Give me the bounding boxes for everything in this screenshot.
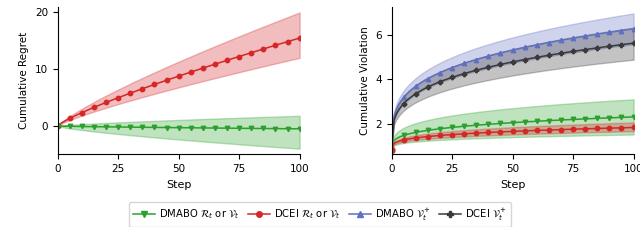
X-axis label: Step: Step — [500, 180, 525, 190]
Legend: DMABO $\mathcal{R}_t$ or $\mathcal{V}_t$, DCEI $\mathcal{R}_t$ or $\mathcal{V}_t: DMABO $\mathcal{R}_t$ or $\mathcal{V}_t$… — [129, 202, 511, 227]
Y-axis label: Cumulative Violation: Cumulative Violation — [360, 26, 370, 135]
Y-axis label: Cumulative Regret: Cumulative Regret — [19, 32, 29, 129]
X-axis label: Step: Step — [166, 180, 191, 190]
